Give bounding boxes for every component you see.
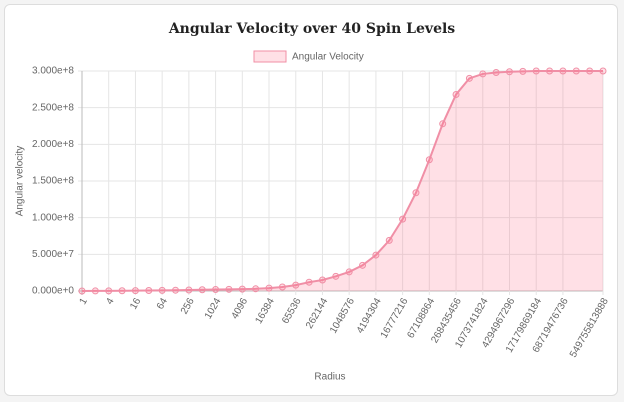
x-tick-label: 65536: [280, 296, 304, 326]
point: [572, 67, 580, 75]
point: [305, 278, 313, 286]
point: [599, 67, 607, 75]
x-tick-label: 1024: [203, 296, 224, 321]
point: [278, 283, 286, 291]
point: [519, 67, 527, 75]
y-axis-label: Angular velocity: [15, 146, 26, 217]
x-tick-label: 16: [128, 296, 143, 312]
x-tick-label: 64: [155, 296, 170, 312]
x-tick-label: 262144: [304, 296, 330, 331]
legend-swatch: [253, 50, 287, 63]
point: [412, 189, 420, 197]
point: [372, 251, 380, 259]
point: [91, 287, 99, 295]
x-axis-label: Radius: [314, 372, 345, 383]
point: [198, 286, 206, 294]
y-tick-label: 1.500e+8: [32, 176, 74, 187]
y-tick-label: 3.000e+8: [32, 66, 74, 77]
y-tick-label: 5.000e+7: [32, 249, 74, 260]
line: [81, 70, 603, 292]
point: [345, 268, 353, 276]
card: [4, 4, 618, 396]
point: [105, 287, 113, 295]
y-tick-label: 0.000e+0: [32, 286, 74, 297]
x-tick-label: 4: [104, 296, 117, 307]
y-tick-label: 2.000e+8: [32, 139, 74, 150]
chart-title: Angular Velocity over 40 Spin Levels: [168, 21, 455, 37]
point: [452, 90, 460, 98]
point: [399, 215, 407, 223]
point: [185, 286, 193, 294]
point: [225, 285, 233, 293]
x-tick-label: 16384: [253, 296, 277, 326]
point: [586, 67, 594, 75]
point: [318, 276, 326, 284]
point: [465, 74, 473, 82]
y-tick-label: 1.000e+8: [32, 212, 74, 223]
point: [425, 156, 433, 164]
point: [332, 272, 340, 280]
point: [479, 70, 487, 78]
point: [131, 287, 139, 295]
point: [78, 287, 86, 295]
point: [238, 285, 246, 293]
legend-label: Angular Velocity: [292, 52, 364, 63]
point: [532, 67, 540, 75]
point: [172, 286, 180, 294]
point: [492, 68, 500, 76]
point: [385, 236, 393, 244]
x-tick-label: 549755813888: [568, 296, 611, 360]
point: [145, 286, 153, 294]
x-tick-label: 256: [179, 296, 197, 316]
point: [265, 284, 273, 292]
point: [212, 286, 220, 294]
y-tick-label: 2.500e+8: [32, 102, 74, 113]
point: [118, 287, 126, 295]
point: [252, 285, 260, 293]
x-tick-label: 4096: [230, 296, 251, 321]
point: [546, 67, 554, 75]
x-tick-label: 4194304: [355, 296, 384, 336]
point: [505, 68, 513, 76]
point: [359, 261, 367, 269]
point: [559, 67, 567, 75]
point: [292, 281, 300, 289]
x-tick-label: 1: [78, 296, 91, 307]
point: [158, 286, 166, 294]
point: [439, 120, 447, 128]
x-tick-label: 1048576: [328, 296, 357, 336]
area: [82, 71, 603, 291]
